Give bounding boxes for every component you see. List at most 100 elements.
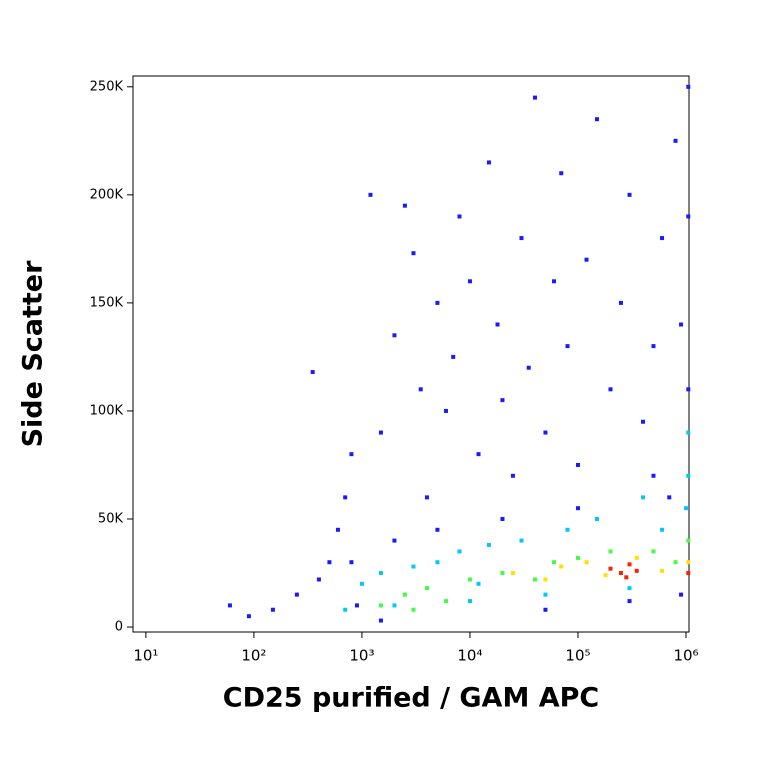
data-point <box>660 527 665 532</box>
y-tick-label: 50K <box>98 511 124 526</box>
x-axis-title: CD25 purified / GAM APC <box>223 683 599 714</box>
data-point <box>686 387 691 392</box>
data-point <box>660 568 665 573</box>
data-point <box>686 84 691 89</box>
data-point <box>552 560 557 565</box>
data-point <box>368 192 373 197</box>
data-point <box>575 462 580 467</box>
data-point <box>392 538 397 543</box>
data-point <box>411 564 416 569</box>
data-point <box>411 251 416 256</box>
data-point <box>627 562 632 567</box>
data-point <box>608 566 613 571</box>
x-tick-label: 10¹ <box>133 647 158 665</box>
data-point <box>673 138 678 143</box>
data-point <box>686 538 691 543</box>
data-point <box>559 564 564 569</box>
data-point <box>316 577 321 582</box>
data-point <box>349 560 354 565</box>
data-point <box>532 95 537 100</box>
data-point <box>565 344 570 349</box>
data-point <box>343 607 348 612</box>
data-point <box>378 618 383 623</box>
data-point <box>500 571 505 576</box>
data-point <box>594 516 599 521</box>
data-point <box>641 495 646 500</box>
data-point <box>510 473 515 478</box>
data-point <box>486 160 491 165</box>
data-point <box>402 203 407 208</box>
data-point <box>543 607 548 612</box>
y-tick-label: 250K <box>90 79 124 94</box>
data-point <box>476 581 481 586</box>
plot-frame <box>132 75 690 633</box>
data-point <box>519 538 524 543</box>
data-point <box>457 214 462 219</box>
data-point <box>310 370 315 375</box>
data-point <box>584 257 589 262</box>
y-axis-title: Side Scatter <box>18 260 49 448</box>
data-point <box>359 581 364 586</box>
data-point <box>686 560 691 565</box>
data-point <box>679 322 684 327</box>
data-point <box>543 577 548 582</box>
data-point <box>634 555 639 560</box>
data-point <box>451 354 456 359</box>
data-point <box>424 586 429 591</box>
data-point <box>246 614 251 619</box>
data-point <box>467 279 472 284</box>
data-point <box>378 571 383 576</box>
data-point <box>603 573 608 578</box>
data-point <box>634 568 639 573</box>
data-point <box>486 542 491 547</box>
data-point <box>402 592 407 597</box>
y-tick-label: 150K <box>90 295 124 310</box>
data-point <box>418 387 423 392</box>
data-point <box>467 599 472 604</box>
y-tick-label: 100K <box>90 403 124 418</box>
data-point <box>270 607 275 612</box>
data-point <box>495 322 500 327</box>
data-point <box>435 560 440 565</box>
data-point <box>500 516 505 521</box>
data-point <box>543 430 548 435</box>
data-point <box>543 592 548 597</box>
data-point <box>575 555 580 560</box>
x-tick-label: 10² <box>241 647 266 665</box>
data-point <box>651 344 656 349</box>
data-point <box>673 560 678 565</box>
data-point <box>686 214 691 219</box>
data-point <box>443 408 448 413</box>
data-point <box>392 333 397 338</box>
data-point <box>686 430 691 435</box>
data-point <box>354 603 359 608</box>
data-point <box>584 560 589 565</box>
data-point <box>660 236 665 241</box>
data-point <box>435 300 440 305</box>
x-tick-label: 10⁵ <box>565 647 590 665</box>
data-point <box>378 603 383 608</box>
data-point <box>227 603 232 608</box>
data-point <box>651 549 656 554</box>
data-point <box>618 571 623 576</box>
data-point <box>327 560 332 565</box>
data-point <box>594 117 599 122</box>
data-point <box>559 171 564 176</box>
data-point <box>684 506 689 511</box>
data-point <box>294 592 299 597</box>
x-tick-label: 10⁴ <box>457 647 482 665</box>
data-point <box>467 577 472 582</box>
data-point <box>443 599 448 604</box>
data-point <box>679 592 684 597</box>
data-point <box>510 571 515 576</box>
data-point <box>519 236 524 241</box>
data-point <box>565 527 570 532</box>
data-point <box>575 506 580 511</box>
x-tick-label: 10⁶ <box>673 647 698 665</box>
data-point <box>457 549 462 554</box>
data-point <box>627 192 632 197</box>
data-point <box>686 571 691 576</box>
data-point <box>627 599 632 604</box>
data-point <box>424 495 429 500</box>
